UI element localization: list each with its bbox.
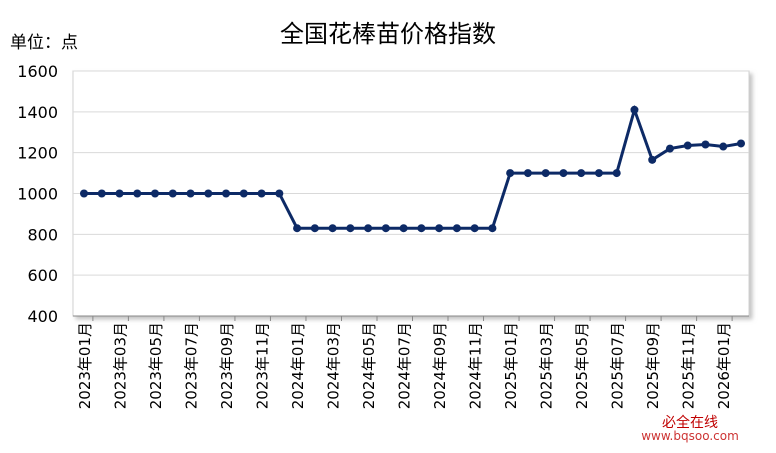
point: [381, 224, 390, 233]
x-tick-label: 2024年01月: [289, 322, 307, 409]
point: [151, 189, 160, 198]
point: [701, 140, 710, 149]
x-tick-label: 2024年09月: [431, 322, 449, 409]
x-tick-label: 2024年11月: [467, 322, 485, 409]
x-tick-label: 2023年03月: [112, 322, 130, 409]
x-tick-label: 2024年05月: [360, 322, 378, 409]
point: [115, 189, 124, 198]
x-tick-label: 2023年01月: [76, 322, 94, 409]
point: [364, 224, 373, 233]
point: [737, 139, 745, 148]
x-tick-label: 2023年07月: [183, 322, 201, 409]
x-tick-label: 2026年01月: [715, 322, 733, 409]
point: [506, 169, 515, 178]
x-tick-label: 2025年07月: [609, 322, 627, 409]
x-tick-label: 2023年09月: [218, 322, 236, 409]
chart-title: 全国花棒苗价格指数: [280, 20, 496, 48]
unit-label: 单位：点: [10, 33, 78, 53]
point: [186, 189, 195, 198]
y-tick-label: 800: [27, 225, 58, 244]
point: [168, 189, 177, 198]
watermark-name: 必全在线: [662, 414, 718, 431]
x-tick-label: 2025年05月: [573, 322, 591, 409]
point: [630, 105, 639, 114]
point: [488, 224, 497, 233]
watermark-url: www.bqsoo.com: [641, 429, 739, 443]
point: [328, 224, 337, 233]
point: [293, 224, 302, 233]
point: [204, 189, 213, 198]
point: [452, 224, 461, 233]
y-tick-label: 600: [27, 266, 58, 285]
point: [435, 224, 444, 233]
point: [346, 224, 355, 233]
x-tick-label: 2025年11月: [680, 322, 698, 409]
y-tick-label: 1200: [17, 144, 58, 163]
point: [665, 144, 674, 153]
point: [594, 169, 603, 178]
point: [577, 169, 586, 178]
y-tick-label: 400: [27, 307, 58, 326]
point: [612, 169, 621, 178]
x-tick-label: 2023年11月: [254, 322, 272, 409]
point: [310, 224, 319, 233]
point: [417, 224, 426, 233]
y-tick-label: 1600: [17, 62, 58, 81]
point: [523, 169, 532, 178]
point: [648, 155, 657, 164]
point: [133, 189, 142, 198]
point: [97, 189, 106, 198]
x-tick-label: 2024年07月: [396, 322, 414, 409]
point: [257, 189, 266, 198]
point: [399, 224, 408, 233]
point: [559, 169, 568, 178]
point: [239, 189, 248, 198]
x-tick-label: 2023年05月: [147, 322, 165, 409]
x-tick-label: 2025年01月: [502, 322, 520, 409]
point: [719, 142, 728, 151]
point: [470, 224, 479, 233]
x-tick-label: 2024年03月: [325, 322, 343, 409]
point: [222, 189, 231, 198]
point: [541, 169, 550, 178]
x-tick-label: 2025年03月: [538, 322, 556, 409]
point: [683, 141, 692, 150]
y-tick-label: 1000: [17, 185, 58, 204]
x-tick-label: 2025年09月: [644, 322, 662, 409]
y-tick-label: 1400: [17, 103, 58, 122]
point: [275, 189, 284, 198]
point: [80, 189, 88, 198]
